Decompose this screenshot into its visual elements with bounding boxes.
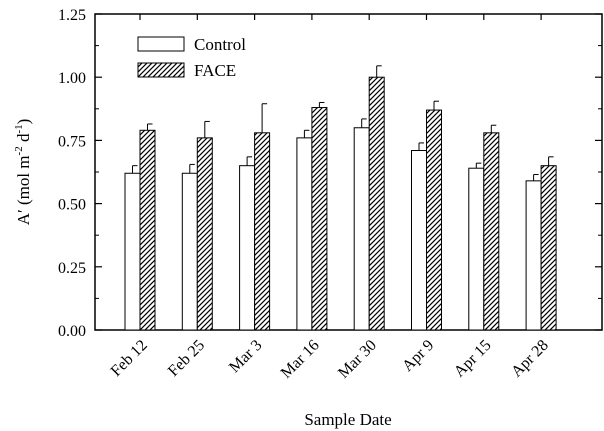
bars-group bbox=[124, 76, 557, 331]
y-axis-label: A′ (mol m-2 d-1) bbox=[13, 119, 33, 226]
x-tick-label: Feb 12 bbox=[108, 337, 151, 380]
bar-face-mar-3 bbox=[254, 132, 271, 331]
y-axis-label-sup1: -2 bbox=[13, 146, 25, 155]
y-tick-label: 0.75 bbox=[58, 133, 86, 150]
y-axis-label-mid: d bbox=[14, 133, 33, 146]
x-tick-label: Apr 9 bbox=[399, 337, 437, 375]
x-tick-label: Apr 28 bbox=[508, 337, 552, 381]
bar-face-mar-30 bbox=[368, 76, 385, 331]
y-tick-label: 0.25 bbox=[58, 260, 86, 277]
legend: Control FACE bbox=[137, 35, 246, 80]
x-axis-label: Sample Date bbox=[304, 410, 391, 429]
x-tick-label: Apr 15 bbox=[451, 337, 495, 381]
legend-label-face: FACE bbox=[194, 61, 236, 80]
legend-swatch-face bbox=[137, 62, 185, 78]
bar-control-mar-16 bbox=[296, 137, 313, 331]
bar-control-feb-25 bbox=[181, 172, 198, 331]
legend-label-control: Control bbox=[194, 35, 246, 54]
legend-swatch-control bbox=[137, 36, 185, 52]
bar-face-mar-16 bbox=[311, 107, 328, 331]
y-tick-label: 1.25 bbox=[58, 7, 86, 24]
y-tick-label: 1.00 bbox=[58, 70, 86, 87]
error-bars-group bbox=[132, 65, 554, 181]
bar-control-apr-15 bbox=[468, 167, 485, 331]
x-tick-label: Feb 25 bbox=[165, 337, 208, 380]
x-tick-label: Mar 30 bbox=[335, 337, 380, 382]
bar-face-feb-25 bbox=[196, 137, 213, 331]
y-axis-label-end: ) bbox=[14, 119, 33, 125]
bar-control-mar-3 bbox=[239, 165, 256, 331]
bar-face-apr-15 bbox=[483, 132, 500, 331]
x-tick-label: Mar 3 bbox=[226, 337, 265, 376]
bar-control-apr-28 bbox=[525, 180, 542, 331]
y-tick-label: 0.50 bbox=[58, 197, 86, 214]
x-tick-label: Mar 16 bbox=[278, 337, 323, 382]
y-axis: 0.00 0.25 0.50 0.75 1.00 1.25 bbox=[58, 7, 602, 340]
y-tick-label: 0.00 bbox=[58, 323, 86, 340]
bar-control-feb-12 bbox=[124, 172, 141, 331]
y-axis-label-main: A′ (mol m bbox=[14, 155, 33, 225]
bar-control-apr-9 bbox=[411, 150, 427, 331]
bar-face-apr-9 bbox=[426, 109, 442, 331]
bar-face-apr-28 bbox=[540, 165, 557, 331]
bar-control-mar-30 bbox=[353, 127, 370, 331]
y-axis-label-sup2: -1 bbox=[13, 124, 25, 133]
bar-face-feb-12 bbox=[139, 129, 156, 331]
